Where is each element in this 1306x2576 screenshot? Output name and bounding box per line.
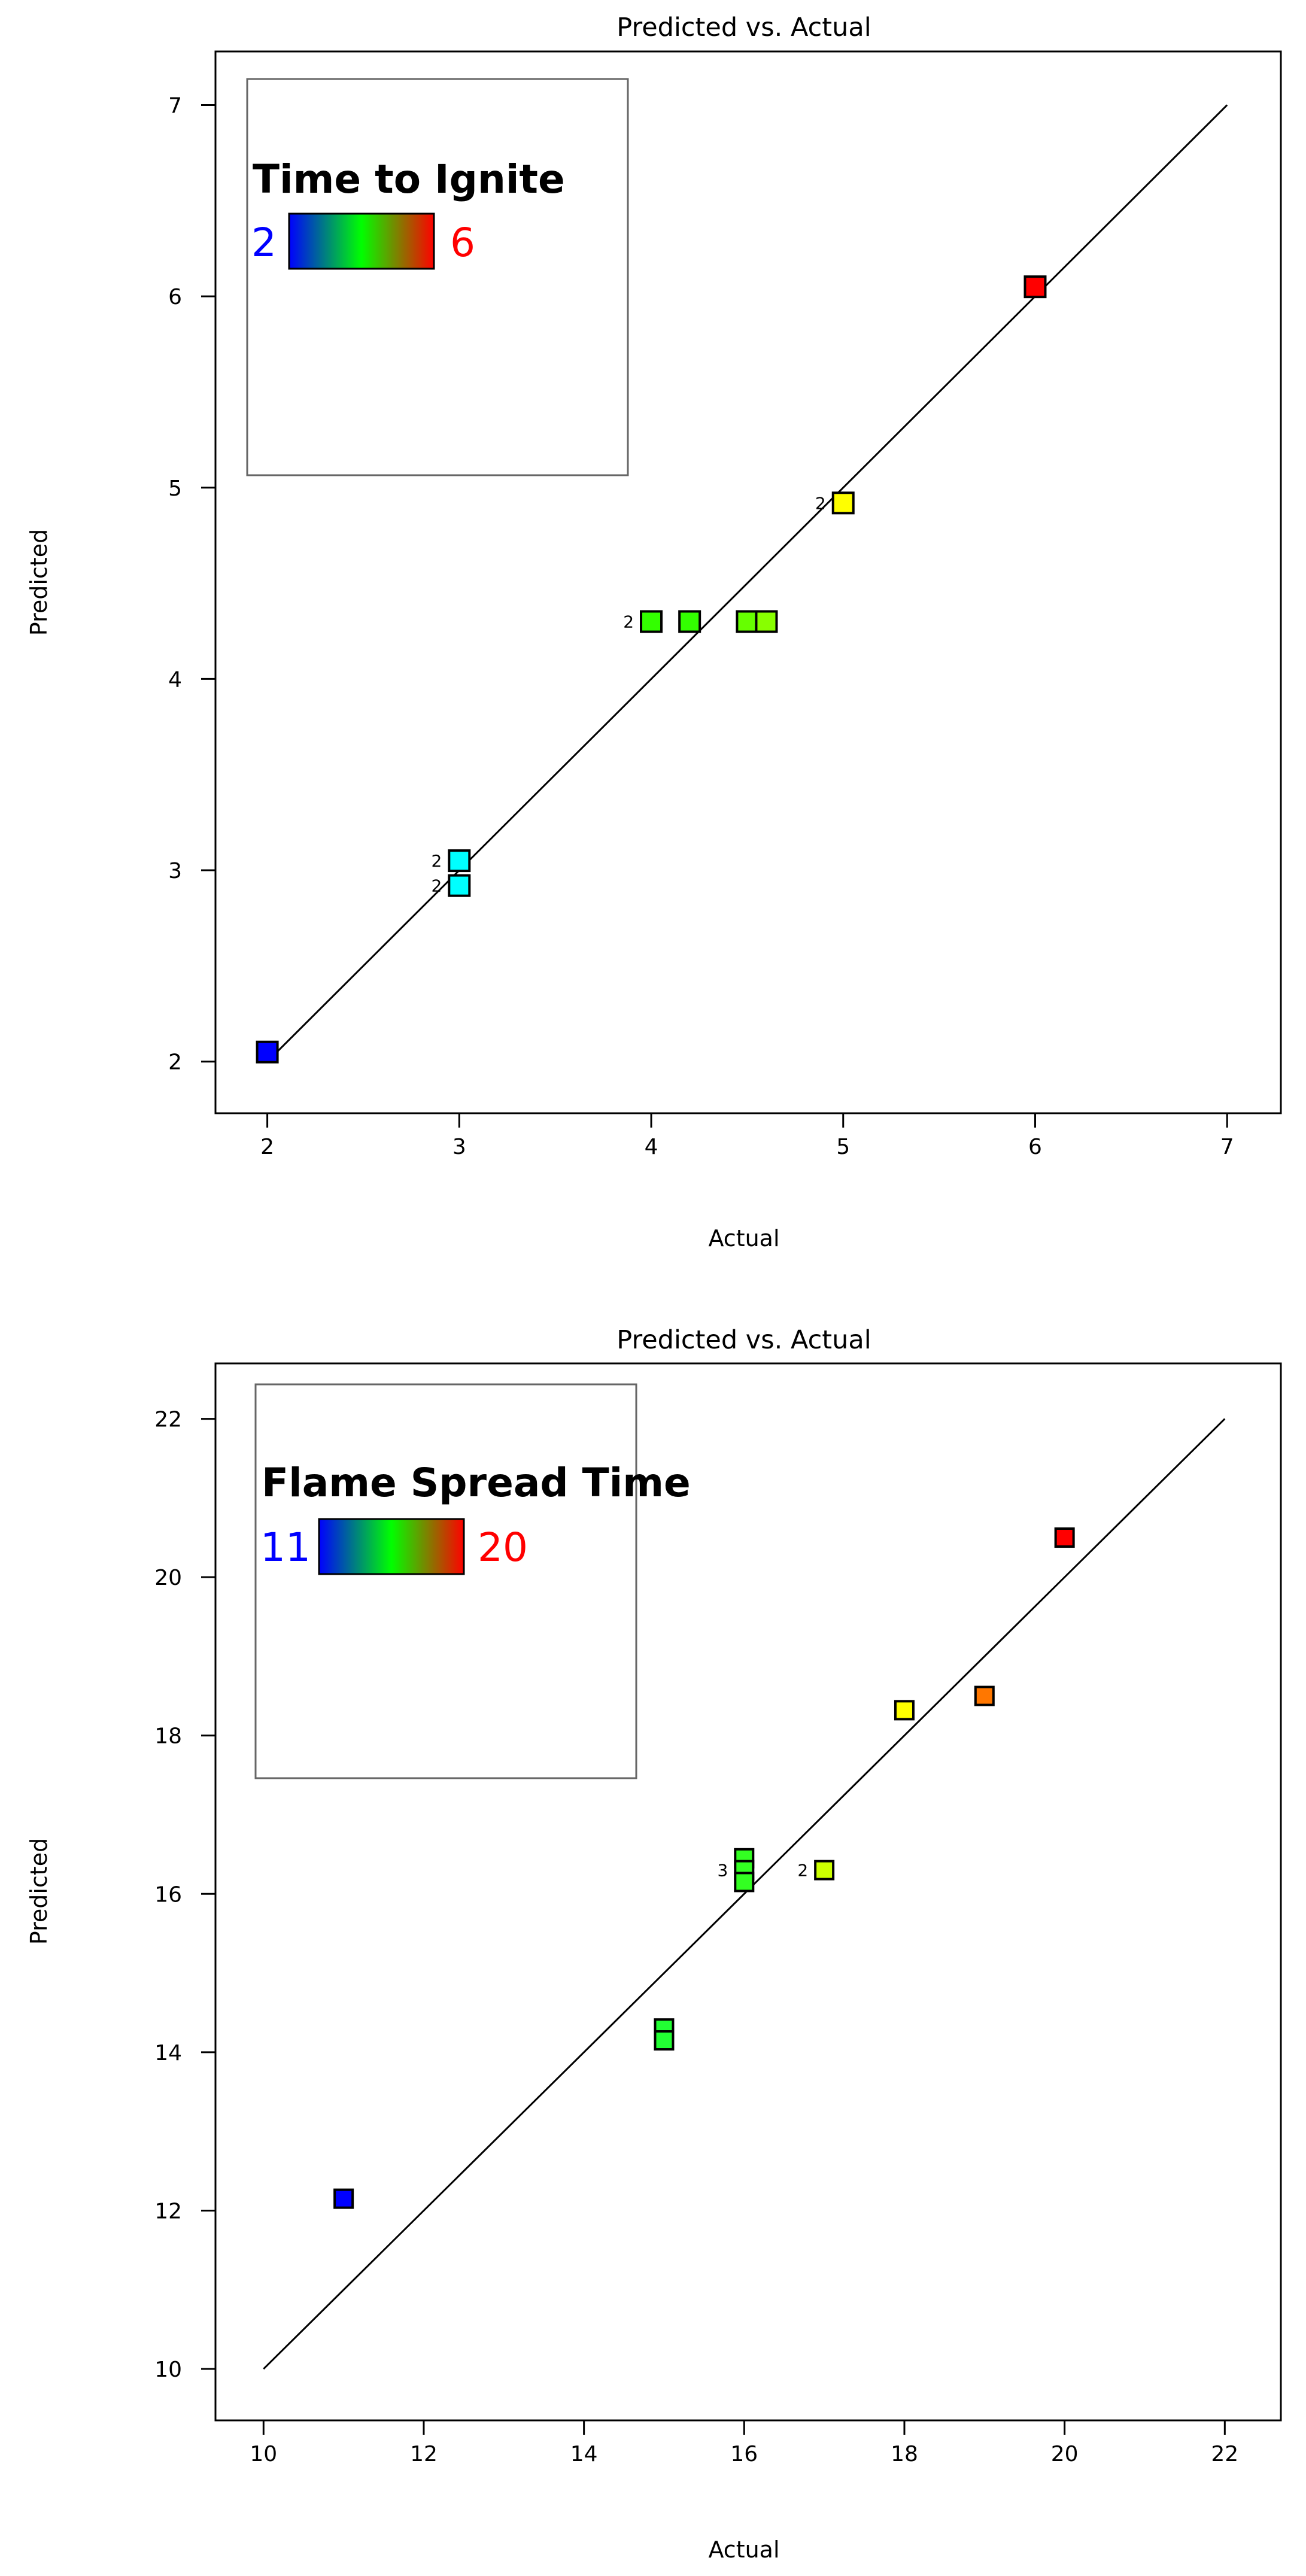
- x-tick-label: 18: [891, 2442, 918, 2466]
- chart-title: Predicted vs. Actual: [616, 1325, 871, 1355]
- y-tick-label: 3: [168, 859, 182, 883]
- y-tick-label: 10: [154, 2358, 182, 2382]
- point-count-label: 3: [717, 1861, 728, 1881]
- y-tick-label: 6: [168, 285, 182, 309]
- data-point: [654, 2030, 675, 2051]
- y-tick-label: 7: [168, 93, 182, 118]
- data-point: [1054, 1527, 1075, 1548]
- data-point: [755, 610, 778, 633]
- data-point: [736, 610, 759, 633]
- y-tick-label: 4: [168, 667, 182, 692]
- legend-max-label: 6: [450, 220, 475, 266]
- x-tick-label: 10: [250, 2442, 277, 2466]
- legend-box: [254, 1383, 637, 1779]
- data-point: [734, 1872, 755, 1892]
- point-count-label: 2: [431, 876, 442, 896]
- y-tick-label: 14: [154, 2041, 182, 2065]
- y-tick-label: 16: [154, 1882, 182, 1907]
- y-axis: 2 3 4 5 6 7: [168, 93, 215, 1075]
- x-tick-label: 4: [645, 1135, 658, 1159]
- y-tick-label: 5: [168, 476, 182, 501]
- x-tick-label: 16: [730, 2442, 758, 2466]
- data-point: [448, 874, 471, 897]
- legend-gradient-bar: [318, 1518, 465, 1575]
- legend-box: [246, 78, 629, 476]
- data-point: [1023, 275, 1047, 299]
- x-tick-label: 20: [1051, 2442, 1079, 2466]
- y-tick-label: 18: [154, 1724, 182, 1749]
- reference-line-group: [266, 104, 1228, 1062]
- y-axis: 10 12 14 16 18 20 22: [154, 1408, 215, 2382]
- y-tick-label: 12: [154, 2199, 182, 2223]
- chart-time-to-ignite: Predicted vs. Actual Predicted Actual Ti…: [26, 13, 1282, 1251]
- plot-frame: [214, 50, 1282, 1114]
- legend-min-label: 11: [260, 1524, 311, 1570]
- legend-title: Time to Ignite: [253, 156, 565, 202]
- plot-frame: [214, 1362, 1282, 2422]
- data-point: [448, 849, 471, 873]
- legend: Flame Spread Time 11 20: [254, 1383, 691, 1779]
- data-point: [831, 491, 855, 515]
- x-tick-label: 5: [836, 1135, 850, 1159]
- data-point: [974, 1685, 995, 1706]
- x-tick-label: 14: [570, 2442, 598, 2466]
- data-point: [640, 610, 663, 633]
- y-tick-label: 20: [154, 1566, 182, 1590]
- x-axis: 2 3 4 5 6 7: [260, 1113, 1234, 1159]
- data-points: 2 2 2 2: [256, 275, 1047, 1064]
- data-point: [256, 1040, 279, 1064]
- x-axis-label: Actual: [708, 1225, 779, 1251]
- x-tick-label: 6: [1028, 1135, 1042, 1159]
- reference-line: [263, 1418, 1226, 2370]
- data-point: [814, 1860, 835, 1881]
- chart-flame-spread-time: Predicted vs. Actual Predicted Actual Fl…: [26, 1325, 1282, 2563]
- data-point: [333, 2188, 354, 2209]
- legend-gradient-bar: [288, 212, 435, 270]
- point-count-label: 2: [431, 851, 442, 871]
- reference-line: [266, 104, 1228, 1062]
- x-tick-label: 22: [1211, 2442, 1238, 2466]
- y-tick-label: 22: [154, 1408, 182, 1432]
- data-point: [894, 1700, 915, 1721]
- point-count-label: 2: [797, 1861, 808, 1881]
- reference-line-group: [263, 1418, 1226, 2370]
- x-axis: 10 12 14 16 18 20 22: [250, 2420, 1238, 2466]
- legend: Time to Ignite 2 6: [246, 78, 629, 476]
- x-tick-label: 3: [452, 1135, 466, 1159]
- y-axis-label: Predicted: [26, 1838, 52, 1945]
- chart-title: Predicted vs. Actual: [616, 13, 871, 42]
- legend-title: Flame Spread Time: [262, 1460, 691, 1506]
- y-axis-label: Predicted: [26, 529, 52, 636]
- y-tick-label: 2: [168, 1050, 182, 1075]
- legend-max-label: 20: [478, 1524, 528, 1570]
- point-count-label: 2: [623, 612, 634, 632]
- x-axis-label: Actual: [708, 2536, 779, 2563]
- legend-min-label: 2: [251, 220, 277, 266]
- point-count-label: 2: [815, 493, 826, 513]
- x-tick-label: 2: [260, 1135, 274, 1159]
- data-point: [678, 610, 701, 633]
- x-tick-label: 12: [410, 2442, 438, 2466]
- x-tick-label: 7: [1220, 1135, 1234, 1159]
